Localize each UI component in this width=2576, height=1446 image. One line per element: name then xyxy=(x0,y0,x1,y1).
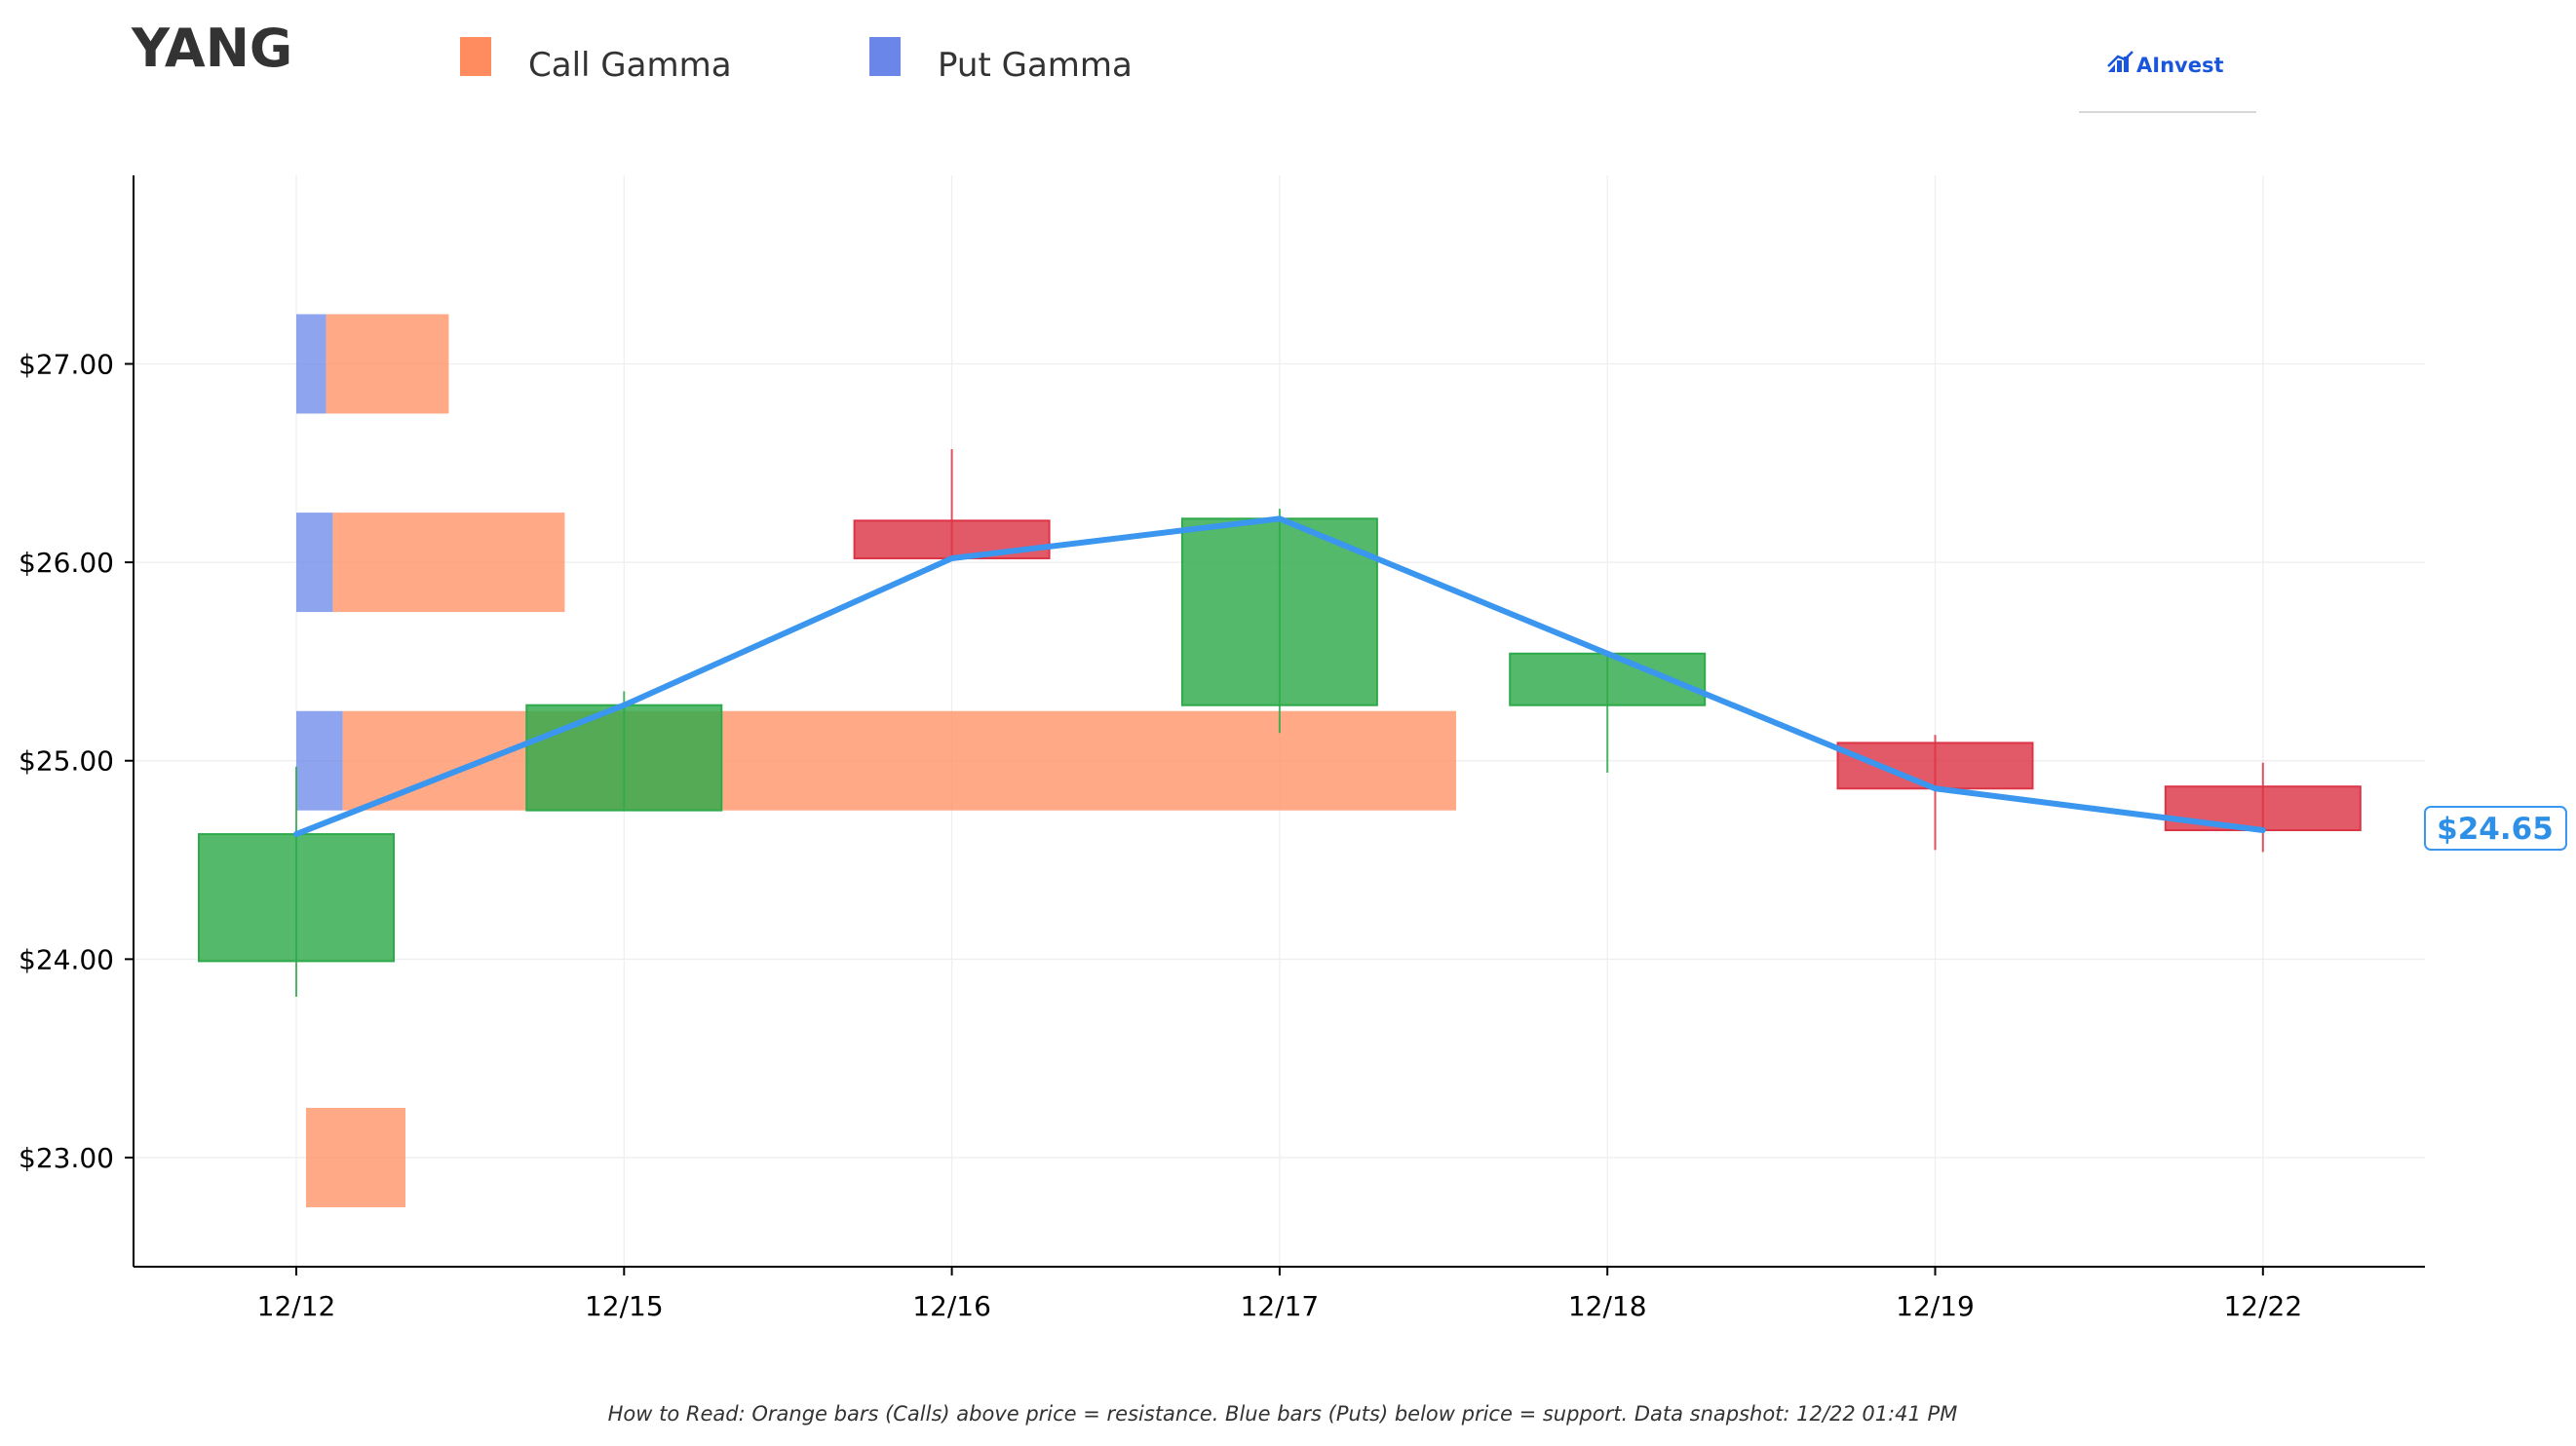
x-tick-label: 12/15 xyxy=(585,1290,664,1322)
candle-body xyxy=(525,704,723,812)
legend-swatch-put-gamma xyxy=(869,37,901,76)
call-gamma-bar xyxy=(306,1108,405,1207)
call-gamma-bar xyxy=(326,314,449,414)
x-tick-label: 12/12 xyxy=(257,1290,336,1322)
x-tick-label: 12/22 xyxy=(2223,1290,2302,1322)
candle-body xyxy=(1836,742,2034,790)
put-gamma-bar xyxy=(296,314,327,414)
candlesticks xyxy=(198,449,2362,998)
ticker-title: YANG xyxy=(131,18,292,79)
current-price-label: $24.65 xyxy=(2437,812,2554,847)
call-gamma-bar xyxy=(332,513,565,613)
candle-body xyxy=(198,833,395,963)
gamma-bars xyxy=(296,314,1457,1207)
y-tick-label: $24.00 xyxy=(19,943,114,975)
x-tick-label: 12/18 xyxy=(1568,1290,1647,1322)
price-line xyxy=(293,515,2266,838)
candle-body xyxy=(1180,517,1378,706)
current-price-box xyxy=(2424,806,2567,851)
x-tick-label: 12/17 xyxy=(1241,1290,1320,1322)
put-gamma-bar xyxy=(296,513,333,613)
legend-swatch-call-gamma xyxy=(460,37,491,76)
x-tick-label: 12/16 xyxy=(912,1290,991,1322)
legend-label-put-gamma: Put Gamma xyxy=(938,46,1133,85)
y-tick-label: $27.00 xyxy=(19,348,114,380)
y-tick-label: $25.00 xyxy=(19,745,114,778)
price-line-layer xyxy=(293,515,2266,838)
bar-chart-logo-icon xyxy=(2107,51,2134,72)
axes: $23.00 $24.00 $25.00 $26.00 $27.00 12/12 12/15… xyxy=(19,175,2425,1322)
logo-text: AInvest xyxy=(2136,54,2224,77)
how-to-read-note: How to Read: Orange bars (Calls) above p… xyxy=(608,1402,1958,1426)
ainvest-logo: AInvest xyxy=(2079,51,2256,113)
y-tick-label: $26.00 xyxy=(19,547,114,579)
legend: Call Gamma Put Gamma xyxy=(460,37,1133,85)
put-gamma-bar xyxy=(296,710,343,811)
call-gamma-bar xyxy=(342,710,1457,811)
current-price-badge: $24.65 xyxy=(2424,806,2567,851)
y-tick-label: $23.00 xyxy=(19,1142,114,1174)
legend-label-call-gamma: Call Gamma xyxy=(528,46,732,85)
x-tick-label: 12/19 xyxy=(1896,1290,1975,1322)
